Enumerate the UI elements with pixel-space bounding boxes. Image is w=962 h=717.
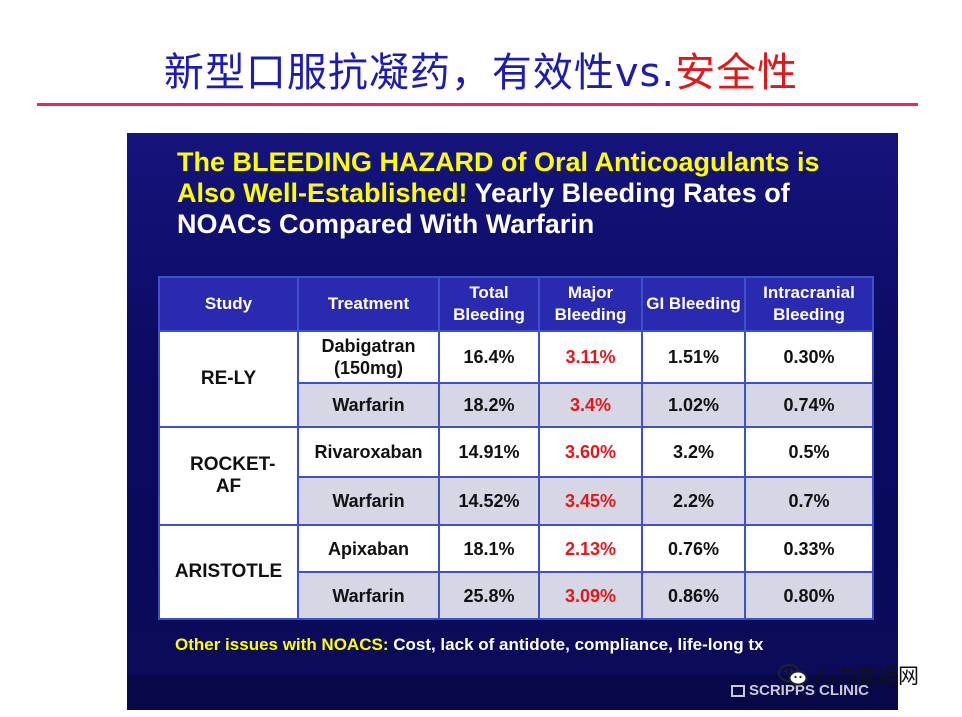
intracranial-bleeding-cell: 0.80% xyxy=(744,571,874,620)
page-title-main: 新型口服抗凝药，有效性vs. xyxy=(163,50,676,96)
total-bleeding-cell: 16.4% xyxy=(438,330,540,384)
header-total-bleeding: Total Bleeding xyxy=(438,276,540,332)
scripps-clinic-logo-text: SCRIPPS CLINIC xyxy=(749,682,870,699)
gi-bleeding-cell: 1.02% xyxy=(641,382,746,428)
scripps-clinic-logo: SCRIPPS CLINIC xyxy=(731,682,869,699)
slide-bottom-band xyxy=(127,675,898,710)
treatment-cell: Dabigatran (150mg) xyxy=(297,330,440,384)
copyright-box-icon xyxy=(731,684,745,697)
table-row: ROCKET-AF Rivaroxaban 14.91% 3.60% 3.2% … xyxy=(158,426,874,526)
wechat-icon xyxy=(778,663,808,687)
intracranial-bleeding-cell: 0.7% xyxy=(744,476,874,526)
title-divider xyxy=(37,103,918,106)
treatment-cell: Warfarin xyxy=(297,571,440,620)
major-bleeding-cell: 2.13% xyxy=(538,524,643,573)
major-bleeding-cell: 3.45% xyxy=(538,476,643,526)
treatment-cell: Apixaban xyxy=(297,524,440,573)
gi-bleeding-cell: 3.2% xyxy=(641,426,746,478)
gi-bleeding-cell: 2.2% xyxy=(641,476,746,526)
intracranial-bleeding-cell: 0.30% xyxy=(744,330,874,384)
header-study: Study xyxy=(158,276,299,332)
total-bleeding-cell: 25.8% xyxy=(438,571,540,620)
total-bleeding-cell: 18.1% xyxy=(438,524,540,573)
intracranial-bleeding-cell: 0.74% xyxy=(744,382,874,428)
slide-image: The BLEEDING HAZARD of Oral Anticoagulan… xyxy=(127,133,898,710)
page-title: 新型口服抗凝药，有效性vs.安全性 xyxy=(0,40,962,98)
watermark-text: 心力衰竭网 xyxy=(814,664,919,688)
table-row: RE-LY Dabigatran (150mg) 16.4% 3.11% 1.5… xyxy=(158,330,874,428)
header-gi-bleeding: GI Bleeding xyxy=(641,276,746,332)
intracranial-bleeding-cell: 0.5% xyxy=(744,426,874,478)
gi-bleeding-cell: 0.86% xyxy=(641,571,746,620)
table-row: Warfarin 18.2% 3.4% 1.02% 0.74% xyxy=(159,382,874,428)
total-bleeding-cell: 14.52% xyxy=(438,476,540,526)
watermark: 心力衰竭网 xyxy=(778,660,919,690)
gi-bleeding-cell: 0.76% xyxy=(641,524,746,573)
treatment-cell: Warfarin xyxy=(297,382,440,428)
footer-note: Other issues with NOACS: Cost, lack of a… xyxy=(175,635,895,655)
slide-heading: The BLEEDING HAZARD of Oral Anticoagulan… xyxy=(177,147,877,240)
slide-heading-rest: Yearly Bleeding Rates of NOACs Compared … xyxy=(177,178,790,239)
header-intracranial-bleeding: Intracranial Bleeding xyxy=(744,276,874,332)
table-row: Warfarin 14.52% 3.45% 2.2% 0.7% xyxy=(159,476,874,526)
slide-heading-highlight: The BLEEDING HAZARD of Oral Anticoagulan… xyxy=(177,147,820,208)
table-row: ARISTOTLE Apixaban 18.1% 2.13% 0.76% 0.3… xyxy=(158,524,874,620)
header-treatment: Treatment xyxy=(297,276,440,332)
study-name: ARISTOTLE xyxy=(158,524,299,620)
total-bleeding-cell: 14.91% xyxy=(438,426,540,478)
treatment-cell: Rivaroxaban xyxy=(297,426,440,478)
major-bleeding-cell: 3.60% xyxy=(538,426,643,478)
page-title-emphasis: 安全性 xyxy=(675,50,799,96)
major-bleeding-cell: 3.09% xyxy=(538,571,643,620)
study-name: ROCKET-AF xyxy=(158,426,299,526)
study-name: RE-LY xyxy=(158,330,299,428)
footer-note-label: Other issues with NOACS: xyxy=(175,635,389,654)
header-major-bleeding: Major Bleeding xyxy=(538,276,643,332)
total-bleeding-cell: 18.2% xyxy=(438,382,540,428)
footer-note-text: Cost, lack of antidote, compliance, life… xyxy=(388,635,764,654)
major-bleeding-cell: 3.4% xyxy=(538,382,643,428)
major-bleeding-cell: 3.11% xyxy=(538,330,643,384)
treatment-cell: Warfarin xyxy=(297,476,440,526)
table-header-row: Study Treatment Total Bleeding Major Ble… xyxy=(158,276,874,332)
intracranial-bleeding-cell: 0.33% xyxy=(744,524,874,573)
bleeding-rates-table: Study Treatment Total Bleeding Major Ble… xyxy=(158,276,874,620)
gi-bleeding-cell: 1.51% xyxy=(641,330,746,384)
table-row: Warfarin 25.8% 3.09% 0.86% 0.80% xyxy=(159,571,874,620)
